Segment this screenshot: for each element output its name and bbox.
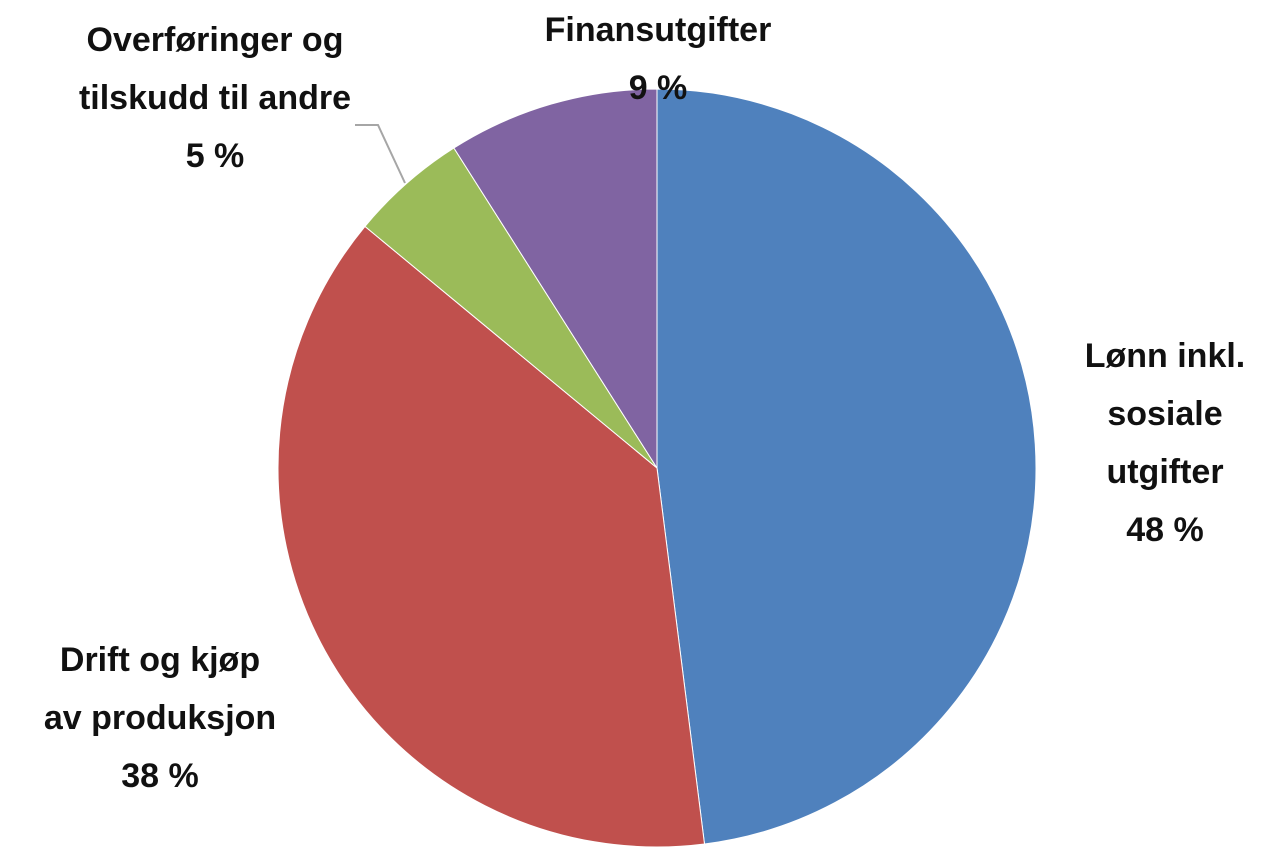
- label-line: utgifter: [1106, 453, 1223, 491]
- pie-slice: [453, 88, 658, 470]
- leader-line: [355, 124, 406, 184]
- pie-slice: [656, 88, 1037, 845]
- slice-label: Lønn inkl. sosiale utgifter: [1085, 337, 1246, 491]
- label-line: Overføringer og: [87, 21, 344, 59]
- value-label: 48 %: [1126, 511, 1204, 549]
- value-label: 38 %: [121, 757, 199, 795]
- slice-label: Finansutgifter: [545, 11, 772, 49]
- label-line: Finansutgifter: [545, 11, 772, 49]
- pie-slice: [277, 225, 706, 847]
- label-line: Lønn inkl.: [1085, 337, 1246, 375]
- value-label: 9 %: [629, 69, 688, 107]
- label-line: tilskudd til andre: [79, 79, 351, 117]
- value-label: 5 %: [186, 137, 245, 175]
- label-line: sosiale: [1107, 395, 1222, 433]
- slice-label: Overføringer og tilskudd til andre: [79, 21, 351, 117]
- slice-label: Drift og kjøp av produksjon: [44, 641, 276, 737]
- label-line: av produksjon: [44, 699, 276, 737]
- label-line: Drift og kjøp: [60, 641, 260, 679]
- slices: [277, 88, 1037, 847]
